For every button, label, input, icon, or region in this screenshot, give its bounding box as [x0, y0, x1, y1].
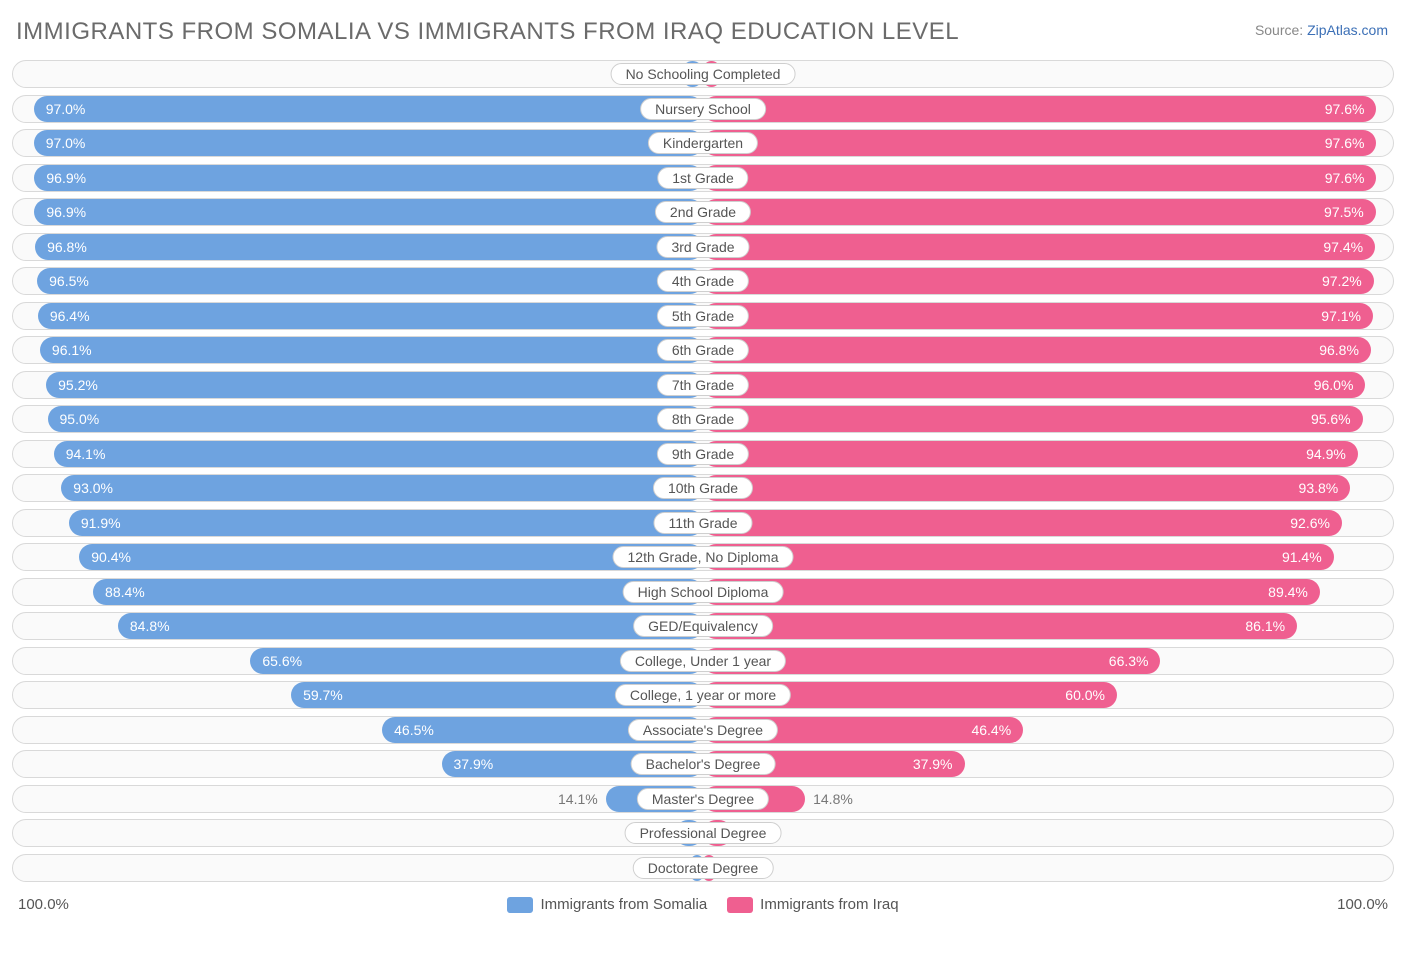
legend-swatch-right [727, 897, 753, 913]
bar-right [703, 406, 1363, 432]
row-label-pill: 4th Grade [657, 270, 749, 292]
bar-right [703, 234, 1375, 260]
row-label-pill: 10th Grade [653, 477, 753, 499]
bar-right [703, 579, 1320, 605]
bar-right [703, 510, 1342, 536]
chart-row: 96.9%97.5%2nd Grade [12, 198, 1394, 226]
source-attribution: Source: ZipAtlas.com [1255, 22, 1388, 38]
chart-row: 59.7%60.0%College, 1 year or more [12, 681, 1394, 709]
chart-row: 96.5%97.2%4th Grade [12, 267, 1394, 295]
bar-left [34, 199, 703, 225]
bar-right [703, 165, 1376, 191]
bar-left [93, 579, 703, 605]
chart-row: 94.1%94.9%9th Grade [12, 440, 1394, 468]
source-label: Source: [1255, 22, 1303, 38]
row-label-pill: 5th Grade [657, 305, 749, 327]
row-label-pill: No Schooling Completed [611, 63, 796, 85]
chart-row: 91.9%92.6%11th Grade [12, 509, 1394, 537]
bar-right [703, 268, 1374, 294]
chart-row: 4.1%4.2%Professional Degree [12, 819, 1394, 847]
bar-left [48, 406, 704, 432]
source-link[interactable]: ZipAtlas.com [1307, 22, 1388, 38]
bar-left [54, 441, 703, 467]
bar-right [703, 544, 1334, 570]
row-label-pill: 2nd Grade [655, 201, 751, 223]
bar-right [703, 199, 1376, 225]
row-label-pill: Master's Degree [637, 788, 769, 810]
butterfly-chart: 3.0%2.4%No Schooling Completed 97.0%97.6%… [12, 60, 1394, 882]
bar-left [118, 613, 703, 639]
row-label-pill: Bachelor's Degree [631, 753, 776, 775]
legend-row: 100.0% Immigrants from Somalia Immigrant… [12, 890, 1394, 920]
chart-row: 88.4%89.4%High School Diploma [12, 578, 1394, 606]
row-label-pill: 7th Grade [657, 374, 749, 396]
chart-row: 96.8%97.4%3rd Grade [12, 233, 1394, 261]
bar-left [46, 372, 703, 398]
chart-row: 95.2%96.0%7th Grade [12, 371, 1394, 399]
row-label-pill: 11th Grade [653, 512, 752, 534]
chart-row: 96.4%97.1%5th Grade [12, 302, 1394, 330]
row-label-pill: 9th Grade [657, 443, 749, 465]
bar-left [34, 165, 703, 191]
row-label-pill: GED/Equivalency [633, 615, 773, 637]
chart-row: 3.0%2.4%No Schooling Completed [12, 60, 1394, 88]
chart-row: 97.0%97.6%Kindergarten [12, 129, 1394, 157]
row-label-pill: 1st Grade [657, 167, 748, 189]
legend-label-left: Immigrants from Somalia [540, 896, 707, 913]
bar-left [38, 303, 703, 329]
legend-swatch-left [507, 897, 533, 913]
bar-left [61, 475, 703, 501]
row-label-pill: Kindergarten [648, 132, 758, 154]
bar-right [703, 337, 1371, 363]
chart-row: 14.1% 14.8% Master's Degree [12, 785, 1394, 813]
bar-left [35, 234, 703, 260]
row-label-pill: 6th Grade [657, 339, 749, 361]
row-label-pill: Doctorate Degree [633, 857, 774, 879]
chart-row: 96.9%97.6%1st Grade [12, 164, 1394, 192]
bar-right [703, 96, 1376, 122]
bar-right [703, 441, 1358, 467]
page-root: IMMIGRANTS FROM SOMALIA VS IMMIGRANTS FR… [0, 0, 1406, 975]
chart-row: 65.6%66.3%College, Under 1 year [12, 647, 1394, 675]
chart-row: 90.4%91.4%12th Grade, No Diploma [12, 543, 1394, 571]
value-right: 14.8% [805, 786, 861, 812]
bar-left [69, 510, 703, 536]
chart-row: 95.0%95.6%8th Grade [12, 405, 1394, 433]
row-label-pill: 8th Grade [657, 408, 749, 430]
chart-row: 93.0%93.8%10th Grade [12, 474, 1394, 502]
bar-right [703, 130, 1376, 156]
bar-right [703, 613, 1297, 639]
row-label-pill: Professional Degree [625, 822, 782, 844]
legend-item-left: Immigrants from Somalia [507, 896, 707, 913]
bar-right [703, 303, 1373, 329]
value-left: 14.1% [550, 786, 606, 812]
row-label-pill: 12th Grade, No Diploma [613, 546, 794, 568]
chart-row: 97.0%97.6%Nursery School [12, 95, 1394, 123]
row-label-pill: 3rd Grade [656, 236, 749, 258]
chart-row: 46.5%46.4%Associate's Degree [12, 716, 1394, 744]
row-label-pill: College, Under 1 year [620, 650, 786, 672]
chart-row: 37.9%37.9%Bachelor's Degree [12, 750, 1394, 778]
chart-row: 84.8%86.1%GED/Equivalency [12, 612, 1394, 640]
bar-left [40, 337, 703, 363]
chart-row: 1.8%1.7%Doctorate Degree [12, 854, 1394, 882]
bar-right [703, 372, 1365, 398]
row-label-pill: High School Diploma [623, 581, 784, 603]
chart-row: 96.1%96.8%6th Grade [12, 336, 1394, 364]
row-label-pill: Nursery School [640, 98, 766, 120]
row-label-pill: College, 1 year or more [615, 684, 791, 706]
axis-right-max: 100.0% [1337, 896, 1388, 913]
bar-left [34, 130, 703, 156]
legend-label-right: Immigrants from Iraq [760, 896, 898, 913]
bar-left [37, 268, 703, 294]
legend-item-right: Immigrants from Iraq [727, 896, 898, 913]
axis-left-max: 100.0% [18, 896, 69, 913]
page-title: IMMIGRANTS FROM SOMALIA VS IMMIGRANTS FR… [16, 18, 1394, 46]
bar-left [34, 96, 703, 122]
bar-left [79, 544, 703, 570]
bar-right [703, 475, 1350, 501]
row-label-pill: Associate's Degree [628, 719, 778, 741]
